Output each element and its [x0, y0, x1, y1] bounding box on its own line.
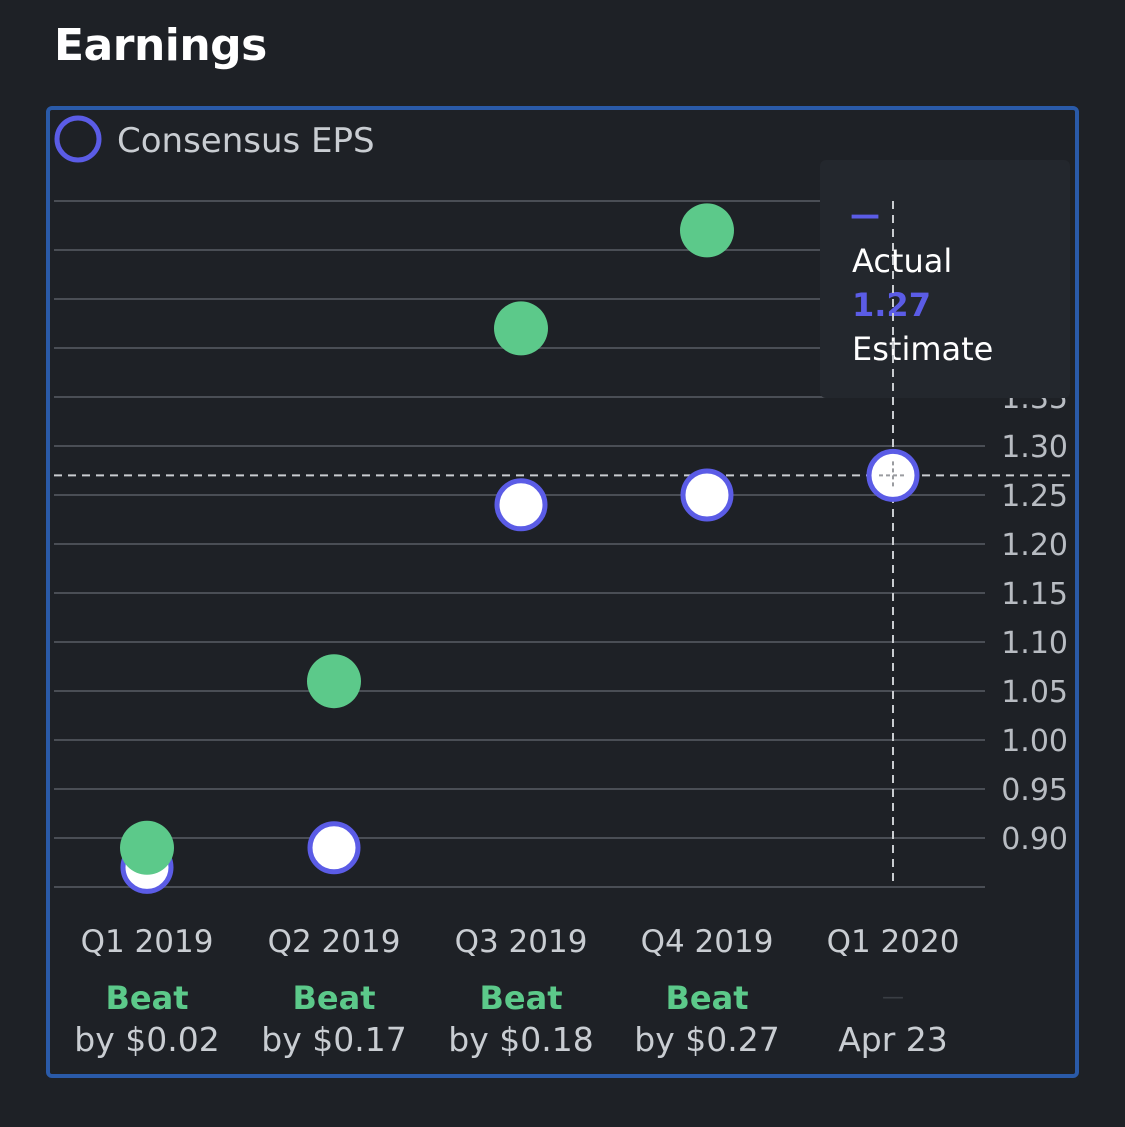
- result-status: Beat: [106, 979, 189, 1017]
- y-tick-label: 1.00: [1001, 724, 1068, 759]
- x-tick-label: Q4 2019: [641, 924, 774, 960]
- result-status: Beat: [293, 979, 376, 1017]
- result-detail: by $0.17: [261, 1020, 406, 1059]
- y-tick-label: 1.05: [1001, 675, 1068, 710]
- y-tick-label: 1.30: [1001, 430, 1068, 465]
- x-tick-label: Q2 2019: [268, 924, 401, 960]
- y-tick-label: 1.15: [1001, 577, 1068, 612]
- actual-point: [120, 820, 174, 875]
- y-tick-label: 0.90: [1001, 822, 1068, 857]
- y-tick-label: 1.20: [1001, 528, 1068, 563]
- actual-point: [307, 654, 361, 709]
- page-title: Earnings: [54, 20, 267, 71]
- tooltip-value: 1.27: [852, 286, 931, 324]
- legend-label: Consensus EPS: [117, 121, 375, 161]
- result-status: Beat: [666, 979, 749, 1017]
- tooltip-actual-label: Actual: [852, 242, 952, 280]
- result-status: —: [882, 985, 904, 1010]
- result-detail: by $0.18: [448, 1020, 593, 1059]
- legend: Consensus EPS: [54, 115, 375, 163]
- result-detail: by $0.27: [634, 1020, 779, 1059]
- data-points: [120, 203, 920, 894]
- tooltip-box: [820, 160, 1070, 398]
- actual-point: [680, 203, 734, 258]
- x-tick-label: Q1 2020: [827, 924, 960, 960]
- actual-point: [494, 301, 548, 356]
- y-tick-label: 1.25: [1001, 479, 1068, 514]
- result-status: Beat: [480, 979, 563, 1017]
- y-tick-label: 0.95: [1001, 773, 1068, 808]
- estimate-point: [680, 468, 734, 522]
- x-tick-label: Q3 2019: [455, 924, 588, 960]
- result-detail: by $0.02: [74, 1020, 219, 1059]
- y-tick-label: 1.10: [1001, 626, 1068, 661]
- tooltip: — Actual 1.27 Estimate: [820, 160, 1070, 398]
- estimate-point: [494, 478, 548, 532]
- tooltip-dash: —: [850, 198, 880, 233]
- earnings-chart-card: [46, 106, 1079, 1078]
- result-detail: Apr 23: [838, 1020, 948, 1059]
- x-tick-label: Q1 2019: [81, 924, 214, 960]
- legend-circle-icon: [54, 115, 102, 163]
- tooltip-estimate-label: Estimate: [852, 330, 993, 368]
- estimate-point: [307, 821, 361, 875]
